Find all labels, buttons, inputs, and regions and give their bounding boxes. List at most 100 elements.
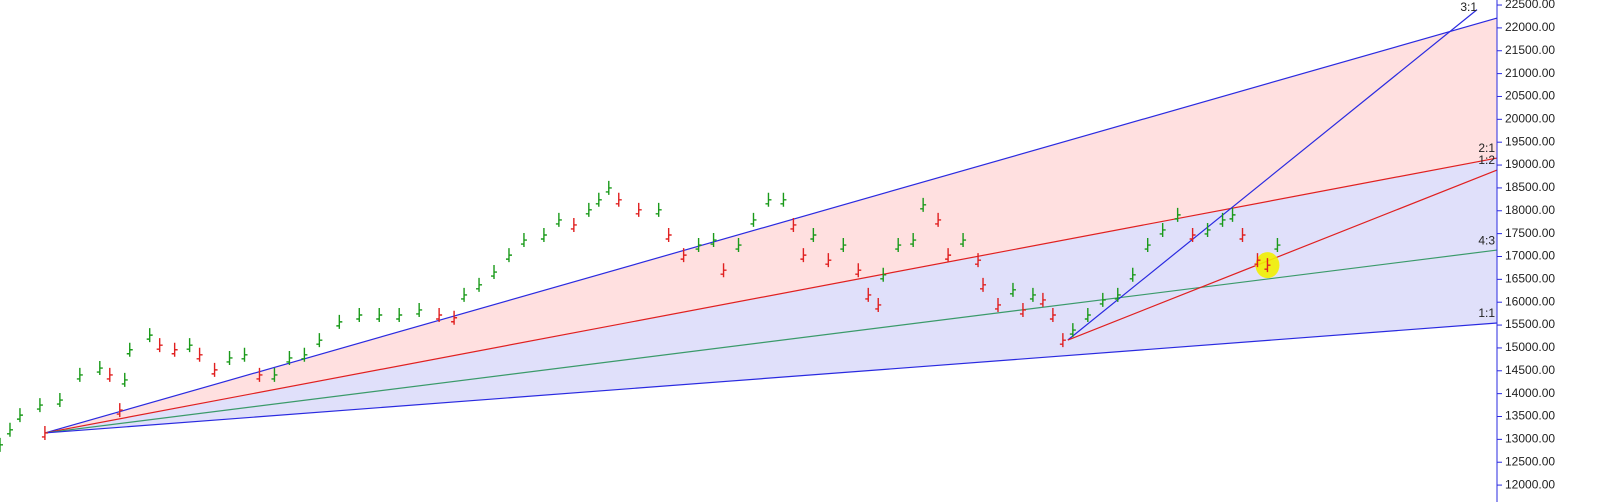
price-bar xyxy=(680,248,687,263)
price-bar xyxy=(635,202,642,217)
price-bar xyxy=(1219,212,1226,227)
price-bar xyxy=(595,192,602,207)
price-bar xyxy=(1189,227,1196,242)
fan-line xyxy=(44,322,1498,434)
price-bar xyxy=(186,338,193,353)
y-tick-label: 21000.00 xyxy=(1505,66,1555,80)
price-bar xyxy=(825,253,832,268)
fan-line xyxy=(1067,9,1478,341)
price-bar xyxy=(1229,207,1236,222)
y-tick-label: 20500.00 xyxy=(1505,89,1555,103)
price-bar xyxy=(1019,302,1026,317)
price-bar xyxy=(376,308,383,323)
plot-area: 2:1 4:3 1:1 3:1 1:2 xyxy=(0,0,1498,452)
price-bar xyxy=(960,233,967,248)
y-tick-label: 12000.00 xyxy=(1505,477,1555,491)
price-bar xyxy=(765,192,772,207)
y-tick-label: 16500.00 xyxy=(1505,272,1555,286)
y-tick-label: 14000.00 xyxy=(1505,386,1555,400)
price-bar xyxy=(810,227,817,242)
price-bar xyxy=(96,361,103,376)
price-bar xyxy=(790,217,797,232)
y-tick-label: 15000.00 xyxy=(1505,340,1555,354)
y-tick-label: 12500.00 xyxy=(1505,454,1555,468)
y-tick-label: 21500.00 xyxy=(1505,43,1555,57)
price-bar xyxy=(980,277,987,292)
price-bar xyxy=(271,367,278,382)
price-bar xyxy=(416,302,423,317)
fan-line xyxy=(44,157,1498,434)
price-bar xyxy=(396,308,403,323)
y-tick-label: 13500.00 xyxy=(1505,409,1555,423)
y-tick-label: 15500.00 xyxy=(1505,317,1555,331)
price-bar xyxy=(356,308,363,323)
price-bar xyxy=(121,372,128,387)
price-bar xyxy=(695,238,702,253)
price-bar xyxy=(895,238,902,253)
price-bar xyxy=(750,212,757,227)
price-bar xyxy=(6,422,13,437)
fan-label: 1:2 xyxy=(1478,153,1495,167)
price-bar xyxy=(126,342,133,357)
fan-line xyxy=(1067,169,1498,341)
price-bar xyxy=(995,297,1001,312)
y-tick-label: 19000.00 xyxy=(1505,157,1555,171)
price-bar xyxy=(1159,222,1166,237)
price-bar xyxy=(800,248,807,263)
price-bar xyxy=(605,180,612,195)
price-bar xyxy=(451,310,458,325)
fan-label: 3:1 xyxy=(1460,0,1477,14)
price-bar xyxy=(16,408,23,423)
price-bar xyxy=(476,277,483,292)
price-bar xyxy=(875,297,882,312)
price-bar xyxy=(505,248,512,263)
price-bar xyxy=(1039,292,1046,307)
price-bar xyxy=(156,338,163,353)
price-bar xyxy=(540,227,547,242)
price-bar xyxy=(1144,238,1151,253)
fan-label: 1:1 xyxy=(1478,306,1495,320)
price-bar xyxy=(1069,323,1076,338)
price-bar xyxy=(1174,207,1181,222)
y-tick-label: 13000.00 xyxy=(1505,432,1555,446)
price-bar xyxy=(1029,287,1036,302)
price-bar xyxy=(1009,282,1016,297)
price-bar xyxy=(520,233,527,248)
price-bar xyxy=(665,227,672,242)
price-bar xyxy=(0,437,3,452)
price-bar xyxy=(1204,222,1211,237)
y-tick-label: 18500.00 xyxy=(1505,180,1555,194)
price-bar xyxy=(36,398,43,413)
y-tick-label: 19500.00 xyxy=(1505,134,1555,148)
fan-line xyxy=(44,249,1498,434)
price-bar xyxy=(945,248,952,263)
fan-label: 4:3 xyxy=(1478,233,1495,247)
y-tick-label: 17500.00 xyxy=(1505,226,1555,240)
price-bar xyxy=(436,308,443,323)
price-bar xyxy=(615,192,622,207)
price-bar xyxy=(1049,308,1056,323)
price-bar xyxy=(56,393,63,408)
y-tick-label: 18000.00 xyxy=(1505,203,1555,217)
price-bar xyxy=(710,233,717,248)
price-bar xyxy=(855,263,862,278)
y-tick-label: 14500.00 xyxy=(1505,363,1555,377)
y-tick-label: 16000.00 xyxy=(1505,294,1555,308)
fan-label: 2:1 xyxy=(1478,141,1495,155)
price-bar xyxy=(555,212,562,227)
price-bar xyxy=(1129,267,1136,282)
price-bar xyxy=(720,263,727,278)
price-bar xyxy=(196,347,203,362)
price-bar xyxy=(171,342,178,357)
price-bar xyxy=(570,217,577,232)
price-bar xyxy=(780,192,787,207)
price-bar xyxy=(241,347,248,362)
price-bar xyxy=(1254,253,1261,268)
price-bar xyxy=(316,333,323,348)
price-bar xyxy=(1114,287,1121,302)
price-bar xyxy=(491,265,498,280)
price-bar xyxy=(655,202,662,217)
price-bar xyxy=(1099,292,1106,307)
